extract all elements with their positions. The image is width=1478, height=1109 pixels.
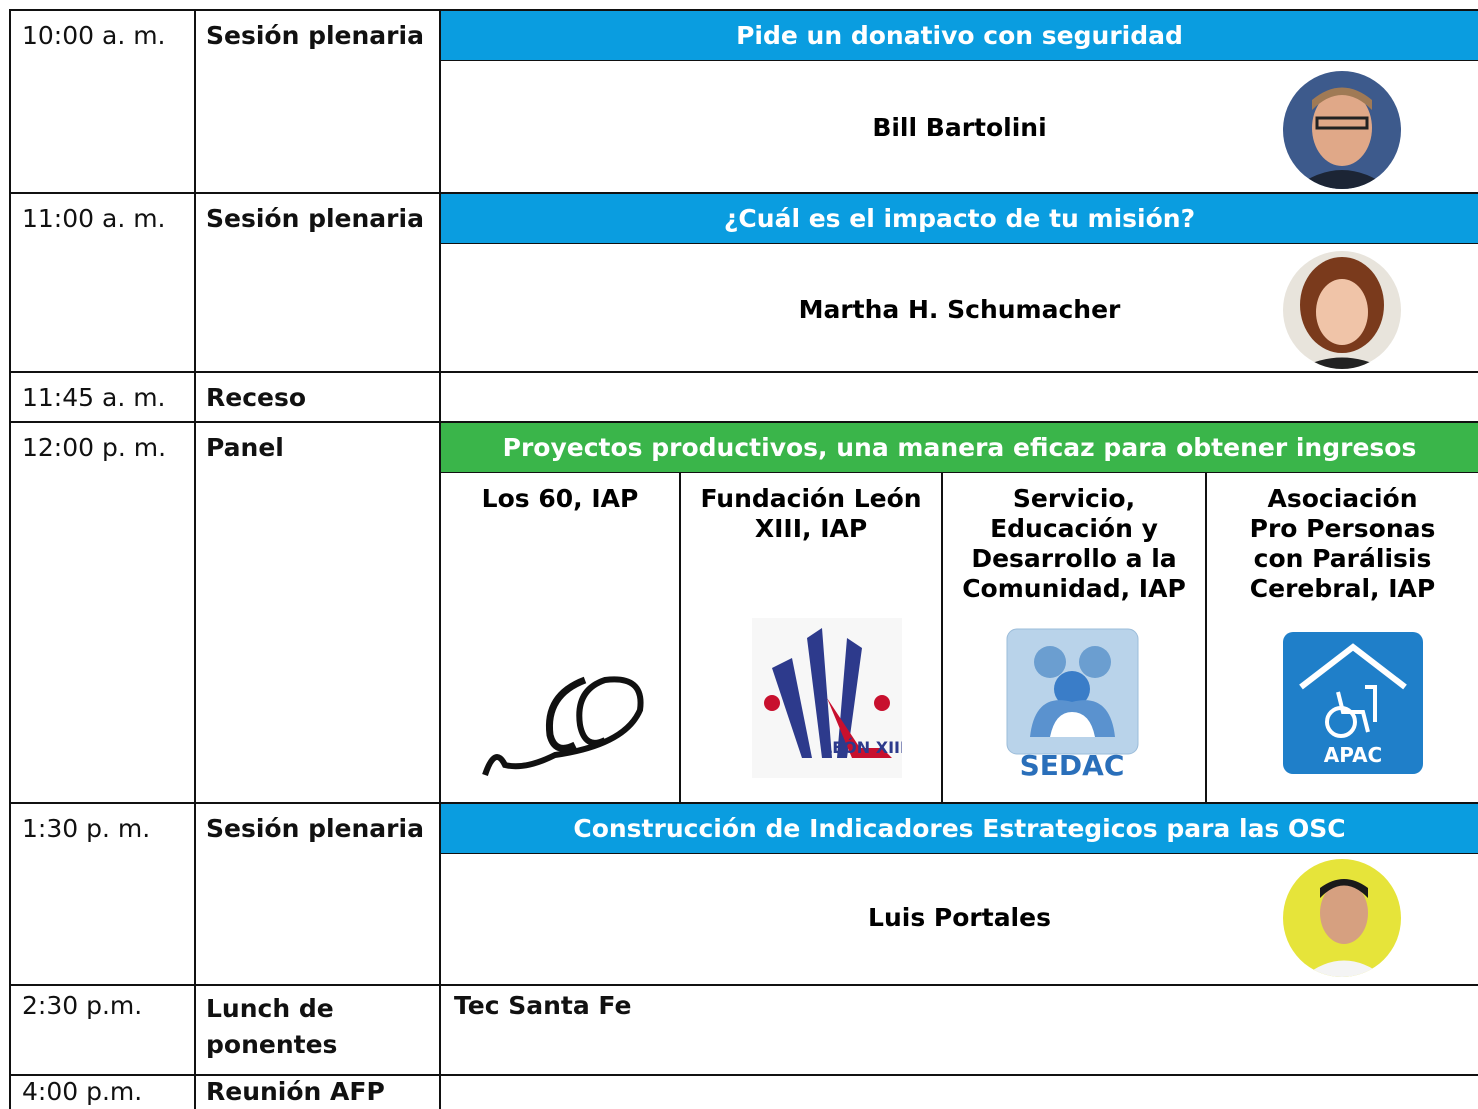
time: 11:45 a. m. [22, 383, 166, 412]
rule [10, 192, 1478, 194]
speaker: Luis Portales [868, 903, 1051, 932]
rule [679, 472, 681, 803]
speaker-photo [1283, 859, 1401, 977]
session-type: Lunch de ponentes [206, 994, 338, 1059]
speaker-photo [1283, 71, 1401, 189]
logo: SEDAC [1006, 628, 1139, 782]
session-type: Sesión plenaria [206, 204, 424, 233]
rule [440, 60, 1478, 61]
session-title: Pide un donativo con seguridad [441, 11, 1478, 60]
panelist: Fundación León XIII, IAP [700, 484, 922, 543]
rule [10, 1074, 1478, 1076]
logo-text: APAC [1324, 743, 1382, 767]
session-type: Panel [206, 433, 284, 462]
session-title: ¿Cuál es el impacto de tu misión? [441, 194, 1478, 243]
location: Tec Santa Fe [454, 991, 632, 1020]
panelist: Asociación Pro Personas con Parálisis Ce… [1249, 484, 1436, 603]
logo: APAC [1283, 632, 1423, 774]
rule [439, 9, 441, 1109]
logo-text: LEÓN XIII [822, 738, 902, 757]
rule [10, 9, 1478, 11]
rule [440, 243, 1478, 244]
logo-text: SEDAC [1020, 749, 1125, 782]
time: 1:30 p. m. [22, 814, 151, 843]
time: 11:00 a. m. [22, 204, 166, 233]
logo [482, 676, 644, 776]
panelist: Los 60, IAP [481, 484, 639, 513]
session-type: Receso [206, 383, 307, 412]
rule [440, 853, 1478, 854]
rule [194, 9, 196, 1109]
session-type: Sesión plenaria [206, 814, 424, 843]
session-title: Proyectos productivos, una manera eficaz… [441, 423, 1478, 472]
speaker: Bill Bartolini [872, 113, 1047, 142]
rule [10, 371, 1478, 373]
session-type: Reunión AFP [206, 1077, 385, 1106]
time: 12:00 p. m. [22, 433, 167, 462]
speaker-photo [1283, 251, 1401, 369]
time: 2:30 p.m. [22, 991, 143, 1020]
logo: LEÓN XIII [752, 618, 902, 778]
rule [9, 9, 11, 1109]
session-title: Construcción de Indicadores Estrategicos… [441, 804, 1478, 853]
time: 4:00 p.m. [22, 1077, 143, 1106]
speaker: Martha H. Schumacher [798, 295, 1121, 324]
rule [440, 472, 1478, 473]
rule [10, 421, 1478, 423]
rule [10, 802, 1478, 804]
rule [941, 472, 943, 803]
session-type: Sesión plenaria [206, 21, 424, 50]
rule [10, 984, 1478, 986]
time: 10:00 a. m. [22, 21, 166, 50]
rule [1205, 472, 1207, 803]
panelist: Servicio, Educación y Desarrollo a la Co… [962, 484, 1186, 603]
